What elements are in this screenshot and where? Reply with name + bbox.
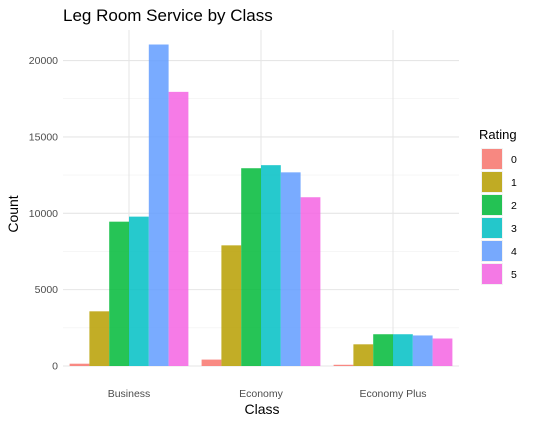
legend-swatch bbox=[482, 172, 502, 192]
y-axis-title: Count bbox=[5, 195, 21, 232]
chart-title: Leg Room Service by Class bbox=[63, 6, 273, 25]
legend: Rating 0 1 2 3 4 5 bbox=[479, 127, 517, 285]
x-tick-label: Economy Plus bbox=[359, 388, 426, 400]
bar-economy-rating-1 bbox=[221, 245, 241, 366]
legend-swatch bbox=[482, 264, 502, 284]
legend-label: 5 bbox=[511, 269, 517, 281]
legend-label: 4 bbox=[511, 246, 517, 258]
legend-label: 0 bbox=[511, 154, 517, 166]
legend-label: 3 bbox=[511, 223, 517, 235]
bar-business-rating-4 bbox=[149, 45, 169, 366]
legend-label: 2 bbox=[511, 200, 517, 212]
bar-economy-rating-3 bbox=[261, 165, 281, 366]
bar-economy-rating-0 bbox=[202, 360, 222, 366]
x-tick-label: Business bbox=[108, 388, 151, 400]
y-tick-label: 10000 bbox=[29, 208, 58, 220]
bar-economy-rating-4 bbox=[281, 172, 301, 366]
y-tick-label: 5000 bbox=[35, 284, 59, 296]
bar-business-rating-2 bbox=[109, 222, 129, 366]
x-tick-label: Economy bbox=[239, 388, 284, 400]
y-tick-label: 20000 bbox=[29, 55, 58, 67]
legend-swatch bbox=[482, 149, 502, 169]
y-tick-label: 0 bbox=[52, 361, 58, 373]
bar-economy-plus-rating-0 bbox=[334, 365, 354, 366]
legend-label: 1 bbox=[511, 177, 517, 189]
x-axis-title: Class bbox=[244, 401, 279, 417]
bar-economy-plus-rating-2 bbox=[373, 334, 393, 366]
bar-economy-plus-rating-4 bbox=[413, 335, 433, 366]
y-axis-ticks: 0 5000 10000 15000 20000 bbox=[29, 55, 58, 372]
bar-business-rating-5 bbox=[169, 92, 189, 366]
x-axis-ticks: Business Economy Economy Plus bbox=[108, 388, 427, 400]
legend-swatch bbox=[482, 195, 502, 215]
y-tick-label: 15000 bbox=[29, 131, 58, 143]
bar-business-rating-1 bbox=[89, 311, 109, 366]
bar-economy-plus-rating-3 bbox=[393, 334, 413, 366]
bar-economy-plus-rating-5 bbox=[433, 339, 453, 366]
bar-economy-rating-5 bbox=[301, 197, 321, 366]
bar-economy-plus-rating-1 bbox=[353, 344, 373, 366]
legend-title: Rating bbox=[479, 127, 517, 142]
bar-economy-rating-2 bbox=[241, 168, 261, 366]
bar-business-rating-3 bbox=[129, 217, 149, 366]
legend-swatch bbox=[482, 218, 502, 238]
legend-swatch bbox=[482, 241, 502, 261]
bar-business-rating-0 bbox=[70, 364, 90, 366]
